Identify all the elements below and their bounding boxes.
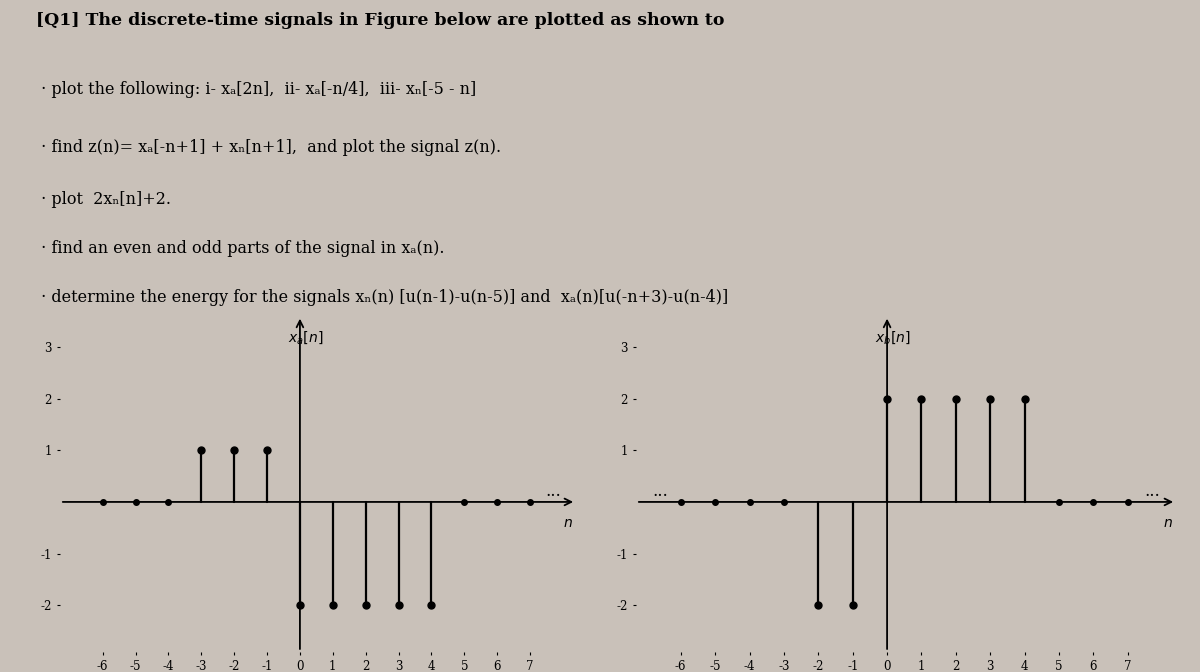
Text: ...: ... (1144, 482, 1159, 500)
Text: [Q1] The discrete-time signals in Figure below are plotted as shown to: [Q1] The discrete-time signals in Figure… (36, 11, 725, 28)
Text: · plot  2xₙ[n]+2.: · plot 2xₙ[n]+2. (36, 191, 172, 208)
Text: $x_b[n]$: $x_b[n]$ (875, 329, 911, 345)
Text: · plot the following: i- xₐ[2n],  ii- xₐ[-n/4],  iii- xₙ[-5 - n]: · plot the following: i- xₐ[2n], ii- xₐ[… (36, 81, 476, 98)
Text: $n$: $n$ (1163, 516, 1172, 530)
Text: ...: ... (545, 482, 560, 500)
Text: $x_a[n]$: $x_a[n]$ (288, 329, 324, 345)
Text: · find z(n)= xₐ[-n+1] + xₙ[n+1],  and plot the signal z(n).: · find z(n)= xₐ[-n+1] + xₙ[n+1], and plo… (36, 138, 502, 156)
Text: · find an even and odd parts of the signal in xₐ(n).: · find an even and odd parts of the sign… (36, 240, 444, 257)
Text: $n$: $n$ (563, 516, 572, 530)
Text: ...: ... (653, 482, 668, 500)
Text: · determine the energy for the signals xₙ(n) [u(n-1)-u(n-5)] and  xₐ(n)[u(-n+3)-: · determine the energy for the signals x… (36, 289, 728, 306)
